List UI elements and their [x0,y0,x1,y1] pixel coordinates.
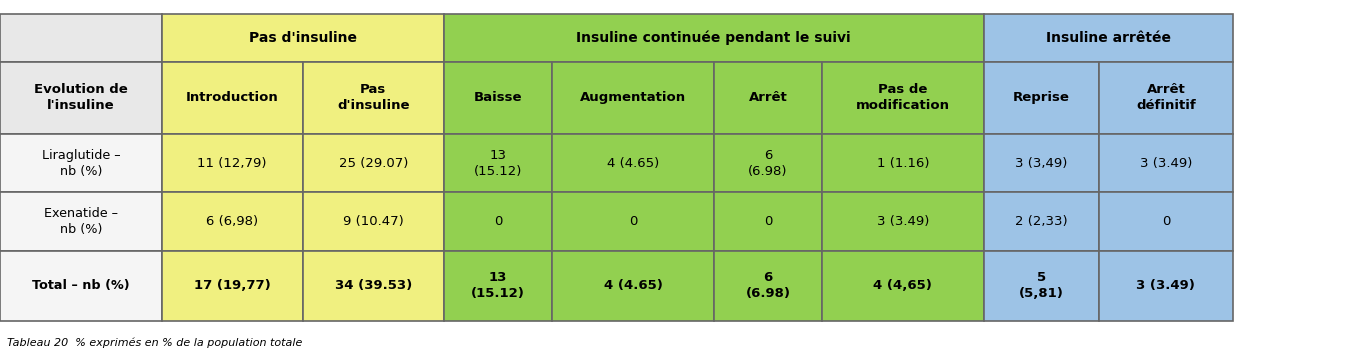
Text: 34 (39.53): 34 (39.53) [334,280,412,292]
Text: Arrêt
définitif: Arrêt définitif [1136,84,1196,112]
Text: 3 (3,49): 3 (3,49) [1015,157,1067,170]
Text: Augmentation: Augmentation [580,91,686,105]
Bar [984,134,1099,192]
Text: Baisse: Baisse [474,91,522,105]
Bar [303,134,444,192]
Text: 4 (4.65): 4 (4.65) [604,280,662,292]
Bar [0,192,162,251]
Bar [0,134,162,192]
Bar [1099,192,1233,251]
Bar [303,62,444,134]
Bar [984,14,1233,62]
Bar [552,62,714,134]
Text: 13
(15.12): 13 (15.12) [474,149,522,178]
Bar [822,192,984,251]
Text: 6
(6.98): 6 (6.98) [748,149,788,178]
Text: Total – nb (%): Total – nb (%) [32,280,130,292]
Text: Insuline arrêtée: Insuline arrêtée [1045,31,1171,45]
Text: 0: 0 [493,215,503,228]
Text: 2 (2,33): 2 (2,33) [1015,215,1067,228]
Bar [0,14,162,62]
Text: Insuline continuée pendant le suivi: Insuline continuée pendant le suivi [577,31,851,45]
Bar [444,251,552,321]
Bar [444,14,984,62]
Bar [822,251,984,321]
Text: 9 (10.47): 9 (10.47) [342,215,404,228]
Bar [162,14,444,62]
Text: Evolution de
l'insuline: Evolution de l'insuline [34,84,127,112]
Bar [984,192,1099,251]
Bar [822,134,984,192]
Text: 0: 0 [629,215,637,228]
Bar [552,251,714,321]
Bar [303,192,444,251]
Text: Pas d'insuline: Pas d'insuline [249,31,356,45]
Text: 3 (3.49): 3 (3.49) [877,215,929,228]
Text: 6 (6,98): 6 (6,98) [206,215,259,228]
Bar [984,62,1099,134]
Bar [444,62,552,134]
Bar [162,134,303,192]
Text: Reprise: Reprise [1012,91,1070,105]
Bar [552,192,714,251]
Bar [822,62,984,134]
Bar [162,192,303,251]
Text: Pas
d'insuline: Pas d'insuline [337,84,410,112]
Bar [714,134,822,192]
Text: Tableau 20  % exprimés en % de la population totale: Tableau 20 % exprimés en % de la populat… [7,337,303,348]
Bar [984,251,1099,321]
Bar [444,134,552,192]
Bar [444,192,552,251]
Text: 4 (4.65): 4 (4.65) [607,157,659,170]
Text: Pas de
modification: Pas de modification [856,84,949,112]
Text: 0: 0 [1162,215,1170,228]
Text: 17 (19,77): 17 (19,77) [193,280,271,292]
Text: 3 (3.49): 3 (3.49) [1137,280,1195,292]
Text: 4 (4,65): 4 (4,65) [874,280,932,292]
Text: Introduction: Introduction [186,91,278,105]
Bar [714,62,822,134]
Bar [162,62,303,134]
Bar [162,251,303,321]
Text: 25 (29.07): 25 (29.07) [338,157,408,170]
Bar [714,251,822,321]
Text: Liraglutide –
nb (%): Liraglutide – nb (%) [41,149,121,178]
Bar [1099,62,1233,134]
Bar [1099,134,1233,192]
Bar [552,134,714,192]
Bar [0,251,162,321]
Text: 0: 0 [763,215,773,228]
Bar [0,62,162,134]
Text: 3 (3.49): 3 (3.49) [1140,157,1192,170]
Bar [303,251,444,321]
Text: 13
(15.12): 13 (15.12) [471,271,525,301]
Text: Arrêt: Arrêt [748,91,788,105]
Text: 6
(6.98): 6 (6.98) [745,271,790,301]
Text: 1 (1.16): 1 (1.16) [877,157,929,170]
Bar [1099,251,1233,321]
Text: Exenatide –
nb (%): Exenatide – nb (%) [44,207,118,236]
Text: 11 (12,79): 11 (12,79) [197,157,267,170]
Bar [714,192,822,251]
Text: 5
(5,81): 5 (5,81) [1019,271,1063,301]
